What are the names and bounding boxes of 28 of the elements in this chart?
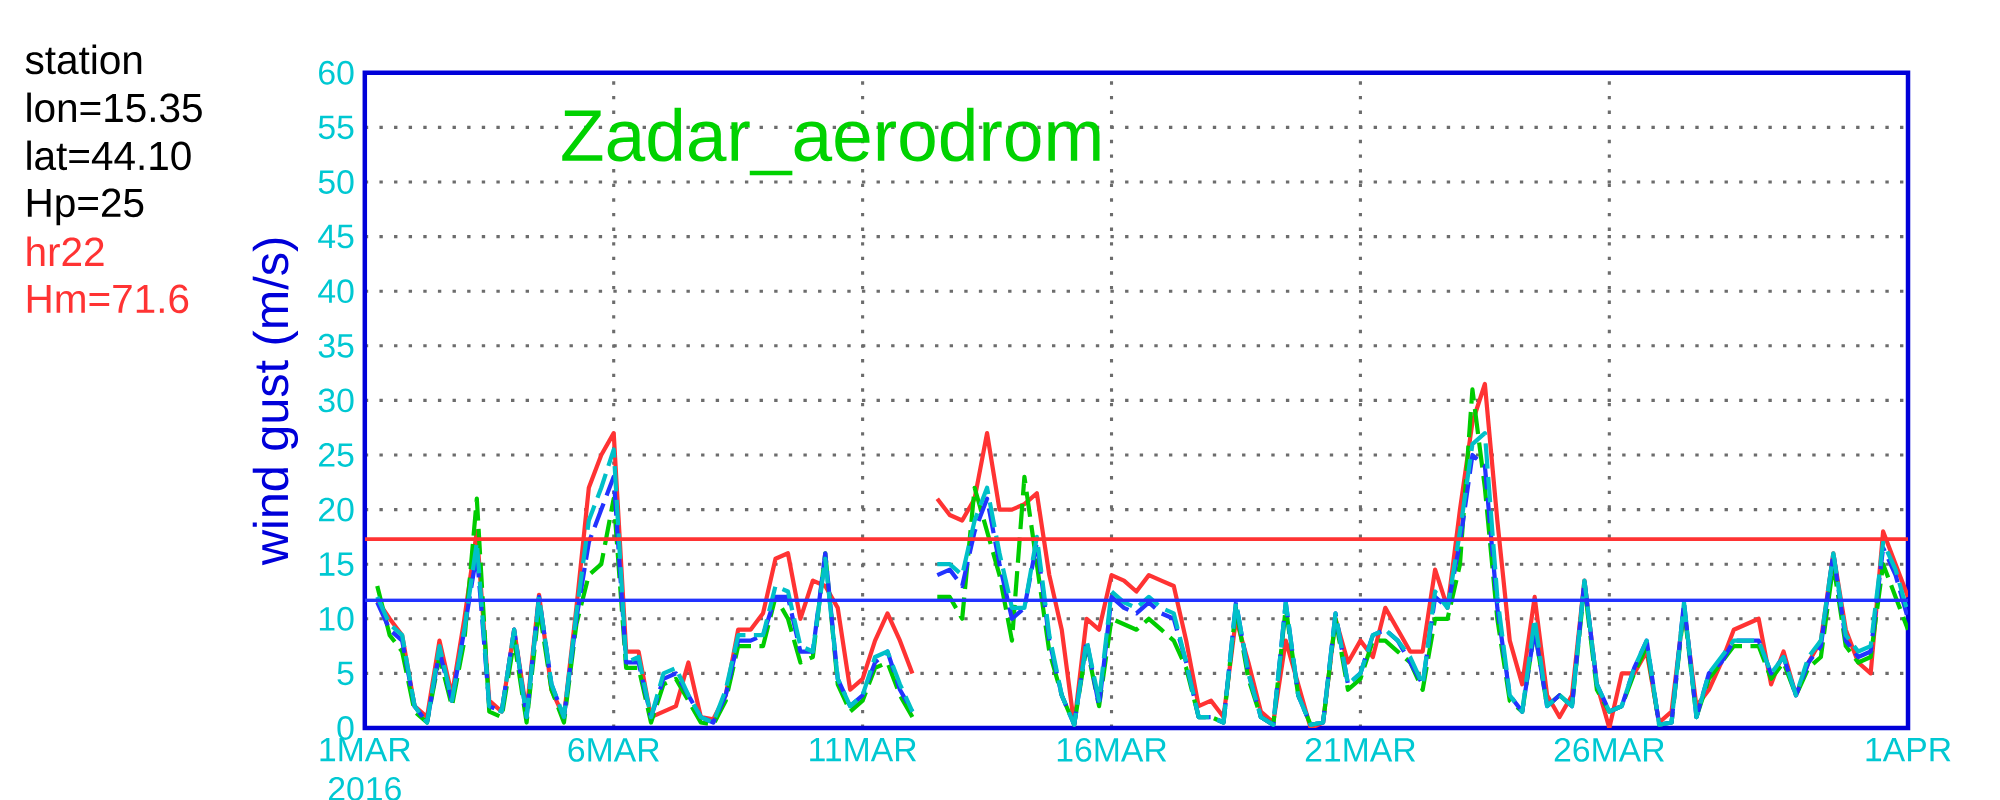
text: station [25, 44, 142, 75]
text: Hp=25 [27, 188, 144, 226]
chart-title: Zadar_aerodrom [562, 107, 1100, 176]
y-tick-label: 50 [318, 170, 354, 194]
y-tick-label: 15 [319, 552, 354, 576]
y-tick-label: 0 [337, 716, 354, 740]
x-tick-label: 11MAR [810, 737, 917, 762]
text: lat=44.10 [27, 140, 191, 171]
y-tick-label: 30 [318, 388, 354, 413]
y-tick-label: 45 [318, 224, 354, 249]
y-tick-label: 55 [318, 115, 354, 140]
y-tick-label: 40 [318, 279, 354, 304]
text: hr22 [27, 236, 104, 266]
x-tick-label: 16MAR [1057, 737, 1167, 762]
x-tick-label: 1APR [1866, 737, 1951, 762]
y-tick-label: 10 [319, 606, 354, 631]
x-tick-label: 21MAR [1305, 737, 1416, 762]
y-axis-title: wind gust (m/s) [252, 238, 299, 566]
y-tick-label: 25 [319, 443, 354, 467]
y-tick-label: 5 [337, 661, 354, 686]
x-tick-label: 26MAR [1554, 737, 1665, 762]
x-tick-label: 6MAR [568, 737, 660, 762]
y-tick-label: 60 [319, 60, 354, 85]
text: lon=15.35 [27, 92, 202, 123]
x-tick-label: 1MAR 2016 [320, 737, 411, 800]
y-tick-label: 35 [318, 333, 354, 358]
y-tick-label: 20 [319, 497, 354, 522]
text: Hm=71.6 [27, 284, 189, 314]
